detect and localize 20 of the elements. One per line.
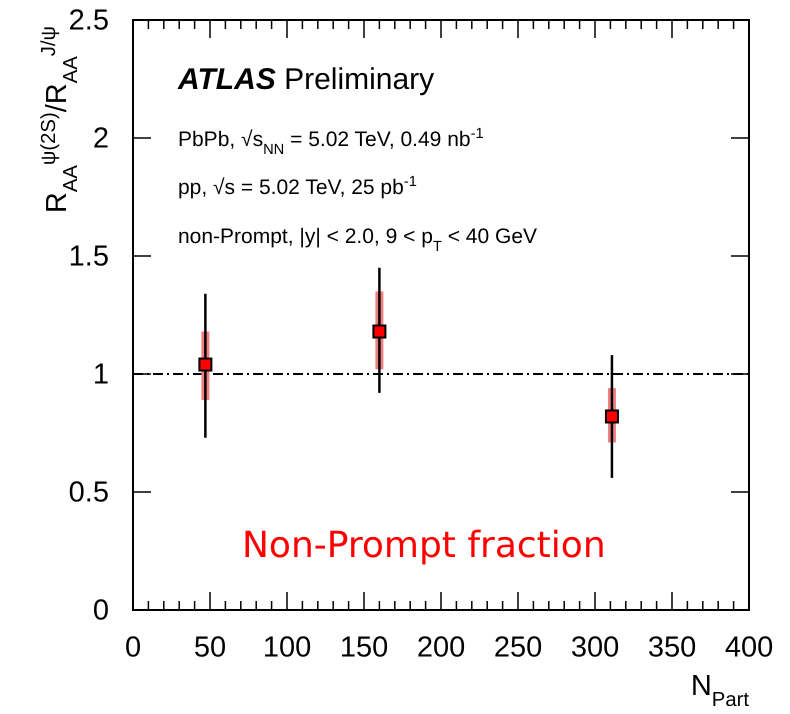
y-tick-label: 0 [92,594,109,626]
annotation: non-Prompt, |y| < 2.0, 9 < p$_{T}$ < 40 GeV [178,225,538,255]
annotation: ATLAS Preliminary [177,63,434,96]
annotation: PbPb, √s$_{NN}$ = 5.02 TeV, 0.49 nb$^{-1}$ [178,126,484,158]
annotation: pp, √s = 5.02 TeV, 25 pb$^{-1}$ [178,174,417,199]
x-tick-label: 50 [194,632,226,664]
x-tick-label: 250 [494,632,542,664]
y-tick-label: 2 [92,122,109,154]
x-tick-label: 400 [724,632,774,664]
x-tick-label: 100 [262,632,312,664]
x-tick-label: 150 [340,632,388,664]
y-tick-label: 1 [92,358,109,390]
x-tick-label: 350 [648,632,696,664]
annotation: Non-Prompt fraction [242,525,606,566]
x-tick-label: 300 [570,632,620,664]
x-tick-label: 0 [124,632,142,664]
x-tick-label: 200 [416,632,466,664]
x-axis-title: N$_{Part}$ [690,670,750,711]
y-tick-label: 0.5 [68,476,109,508]
y-tick-label: 1.5 [68,240,109,272]
